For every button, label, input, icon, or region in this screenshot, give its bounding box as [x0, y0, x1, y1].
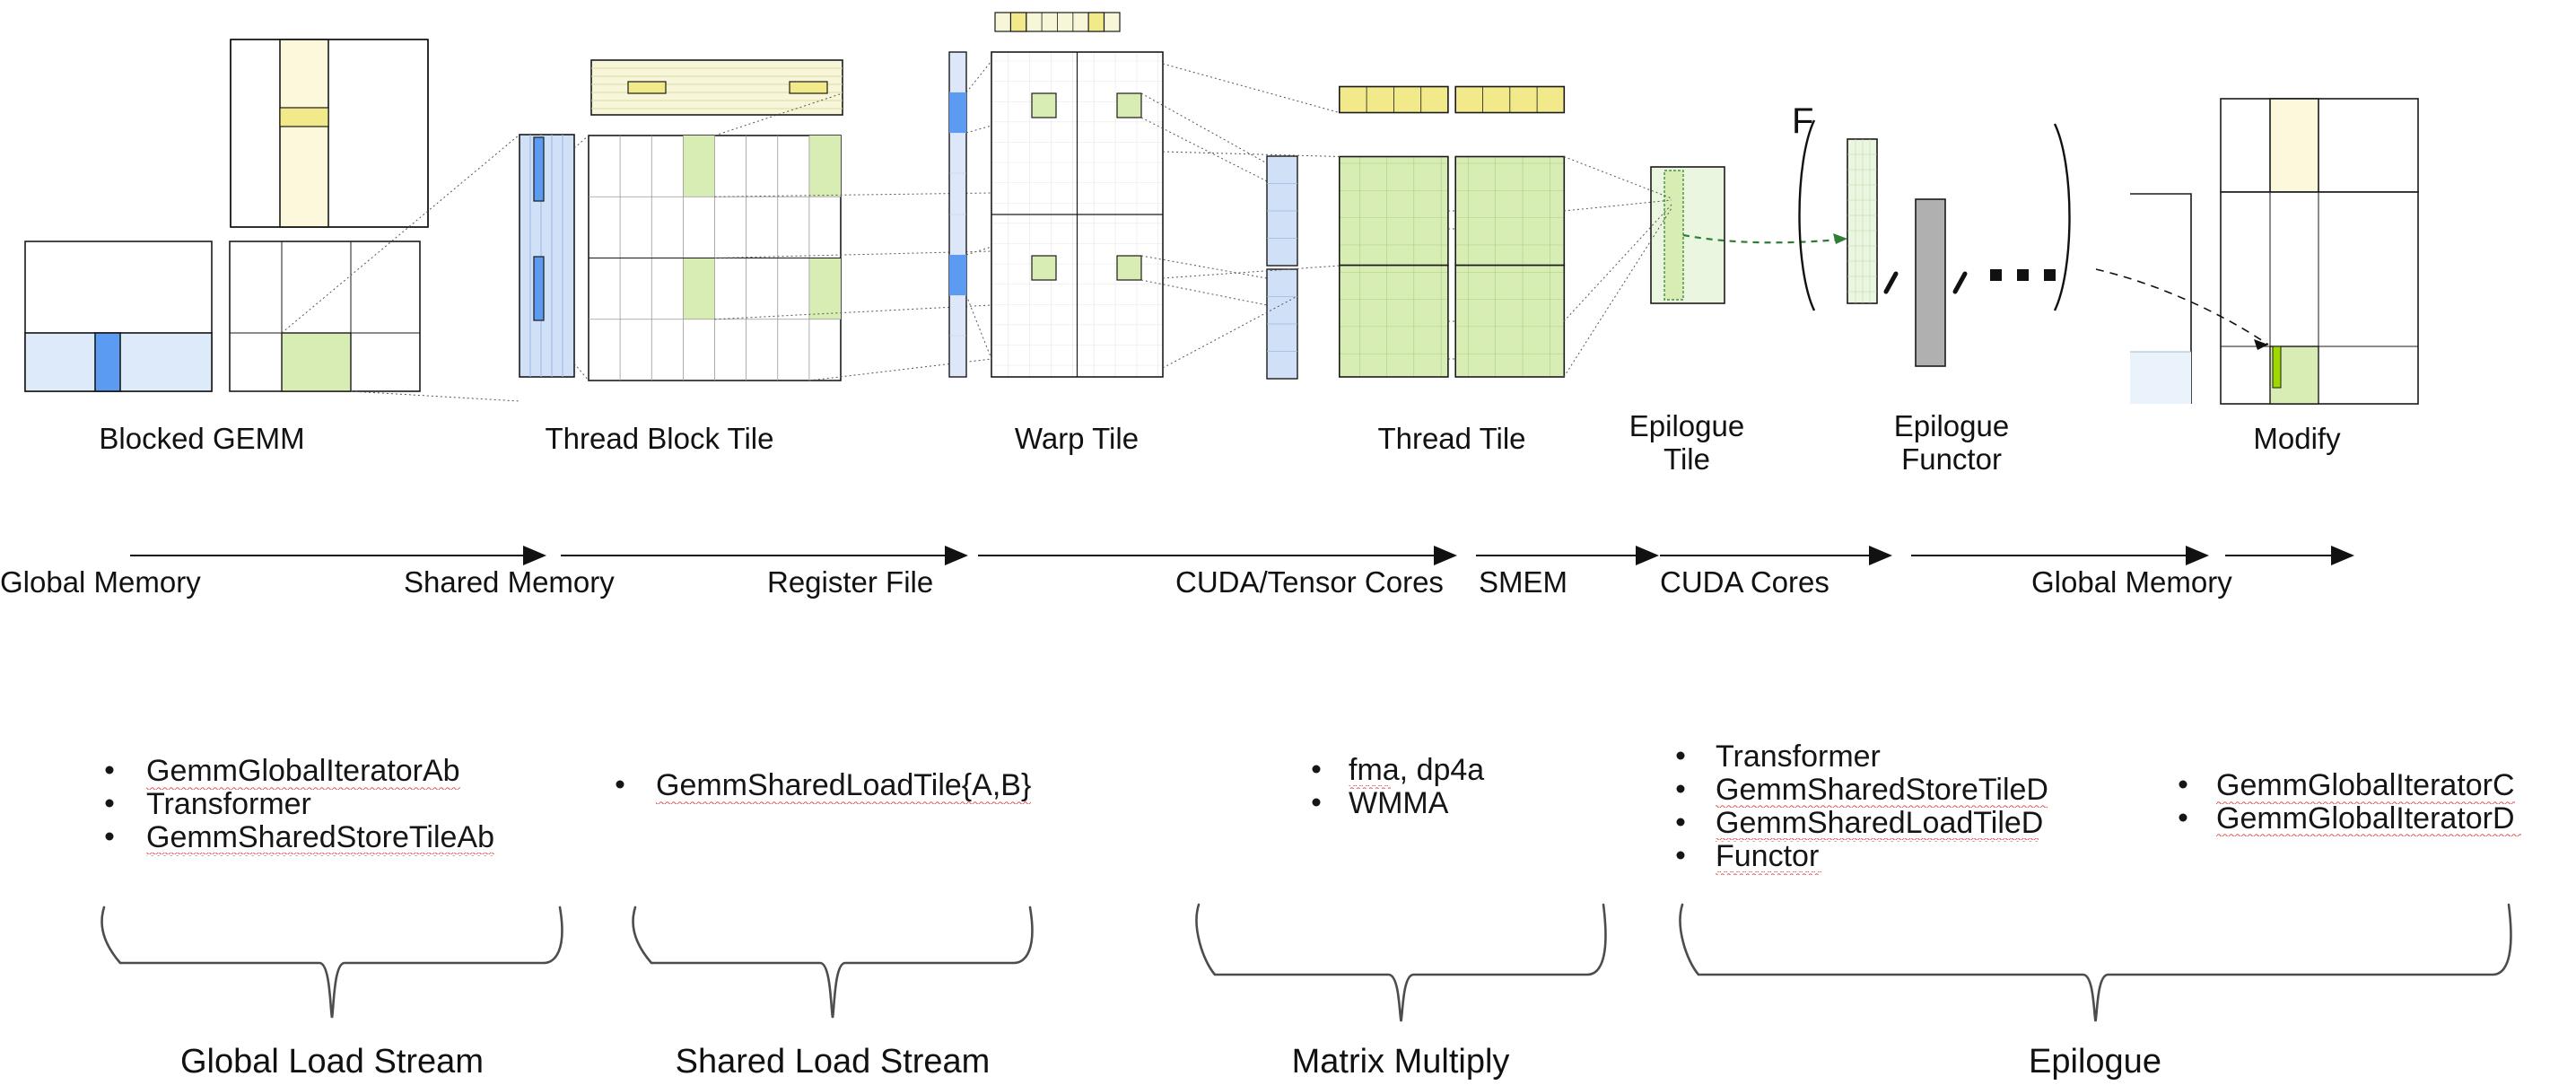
svg-text:Modify: Modify: [2253, 422, 2341, 455]
svg-text:Warp Tile: Warp Tile: [1015, 422, 1139, 455]
svg-text:Epilogue: Epilogue: [1894, 409, 2009, 442]
svg-text:GemmGlobalIteratorD: GemmGlobalIteratorD: [2216, 801, 2515, 836]
svg-text:GemmSharedLoadTile{A,B}: GemmSharedLoadTile{A,B}: [656, 768, 1031, 802]
svg-text:SMEM: SMEM: [1479, 565, 1567, 599]
svg-text:Global Memory: Global Memory: [0, 565, 201, 599]
svg-text:WMMA: WMMA: [1349, 786, 1449, 820]
svg-text:Transformer: Transformer: [146, 787, 311, 821]
svg-text:CUDA Cores: CUDA Cores: [1660, 565, 1829, 599]
svg-text:Global Memory: Global Memory: [2031, 565, 2232, 599]
svg-text:Thread Tile: Thread Tile: [1377, 422, 1525, 455]
svg-text:Transformer: Transformer: [1716, 739, 1881, 774]
svg-text:GemmGlobalIteratorC: GemmGlobalIteratorC: [2216, 768, 2515, 802]
svg-text:Shared Load Stream: Shared Load Stream: [676, 1043, 991, 1081]
svg-text:Thread Block Tile: Thread Block Tile: [546, 422, 774, 455]
svg-text:Epilogue: Epilogue: [2029, 1043, 2161, 1081]
svg-text:GemmGlobalIteratorAb: GemmGlobalIteratorAb: [146, 754, 460, 788]
svg-text:Shared Memory: Shared Memory: [404, 565, 615, 599]
svg-text:GemmSharedLoadTileD: GemmSharedLoadTileD: [1716, 806, 2043, 840]
svg-text:fma, dp4a: fma, dp4a: [1349, 753, 1484, 787]
svg-text:F: F: [1792, 101, 1813, 141]
svg-text:Epilogue: Epilogue: [1629, 409, 1744, 442]
svg-text:Functor: Functor: [1716, 839, 1819, 873]
svg-text:Tile: Tile: [1663, 442, 1710, 476]
svg-text:Matrix Multiply: Matrix Multiply: [1292, 1043, 1510, 1081]
svg-text:Register File: Register File: [767, 565, 933, 599]
svg-text:Functor: Functor: [1901, 442, 2002, 476]
svg-text:Blocked GEMM: Blocked GEMM: [99, 422, 304, 455]
svg-text:GemmSharedStoreTileAb: GemmSharedStoreTileAb: [146, 820, 494, 854]
svg-text:GemmSharedStoreTileD: GemmSharedStoreTileD: [1716, 773, 2048, 807]
svg-text:CUDA/Tensor Cores: CUDA/Tensor Cores: [1175, 565, 1444, 599]
svg-text:Global Load Stream: Global Load Stream: [180, 1043, 484, 1081]
